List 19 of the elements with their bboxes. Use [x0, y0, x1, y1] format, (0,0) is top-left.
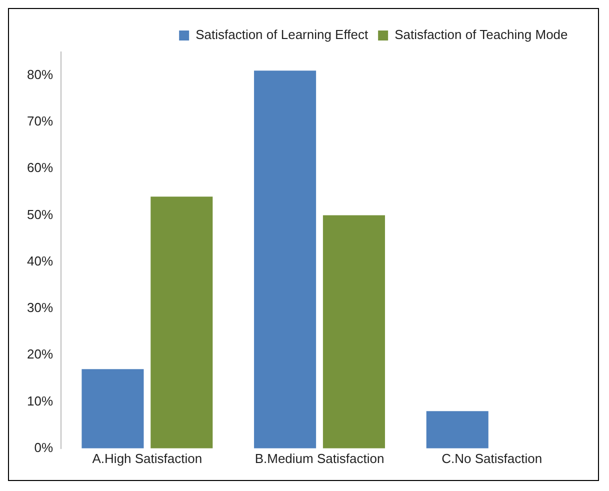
y-tick-label: 0%	[34, 440, 54, 455]
y-tick-label: 50%	[26, 206, 54, 222]
y-tick-label: 70%	[26, 114, 54, 129]
bar	[254, 70, 316, 448]
y-tick-label: 30%	[26, 300, 54, 316]
bar	[150, 196, 213, 448]
bar	[322, 215, 385, 448]
y-tick-label: 60%	[26, 160, 54, 176]
y-tick-label: 20%	[26, 346, 54, 362]
legend-label: Satisfaction of Teaching Mode	[394, 27, 568, 42]
x-tick-label: A.High Satisfaction	[92, 450, 202, 466]
x-tick-label: B.Medium Satisfaction	[254, 450, 384, 466]
legend-label: Satisfaction of Learning Effect	[196, 27, 368, 42]
y-tick-label: 80%	[26, 66, 54, 82]
bar	[82, 369, 144, 448]
x-tick-label: C.No Satisfaction	[442, 450, 542, 466]
y-tick-label: 10%	[26, 393, 54, 408]
y-tick-label: 40%	[26, 253, 54, 268]
bar	[426, 411, 488, 448]
